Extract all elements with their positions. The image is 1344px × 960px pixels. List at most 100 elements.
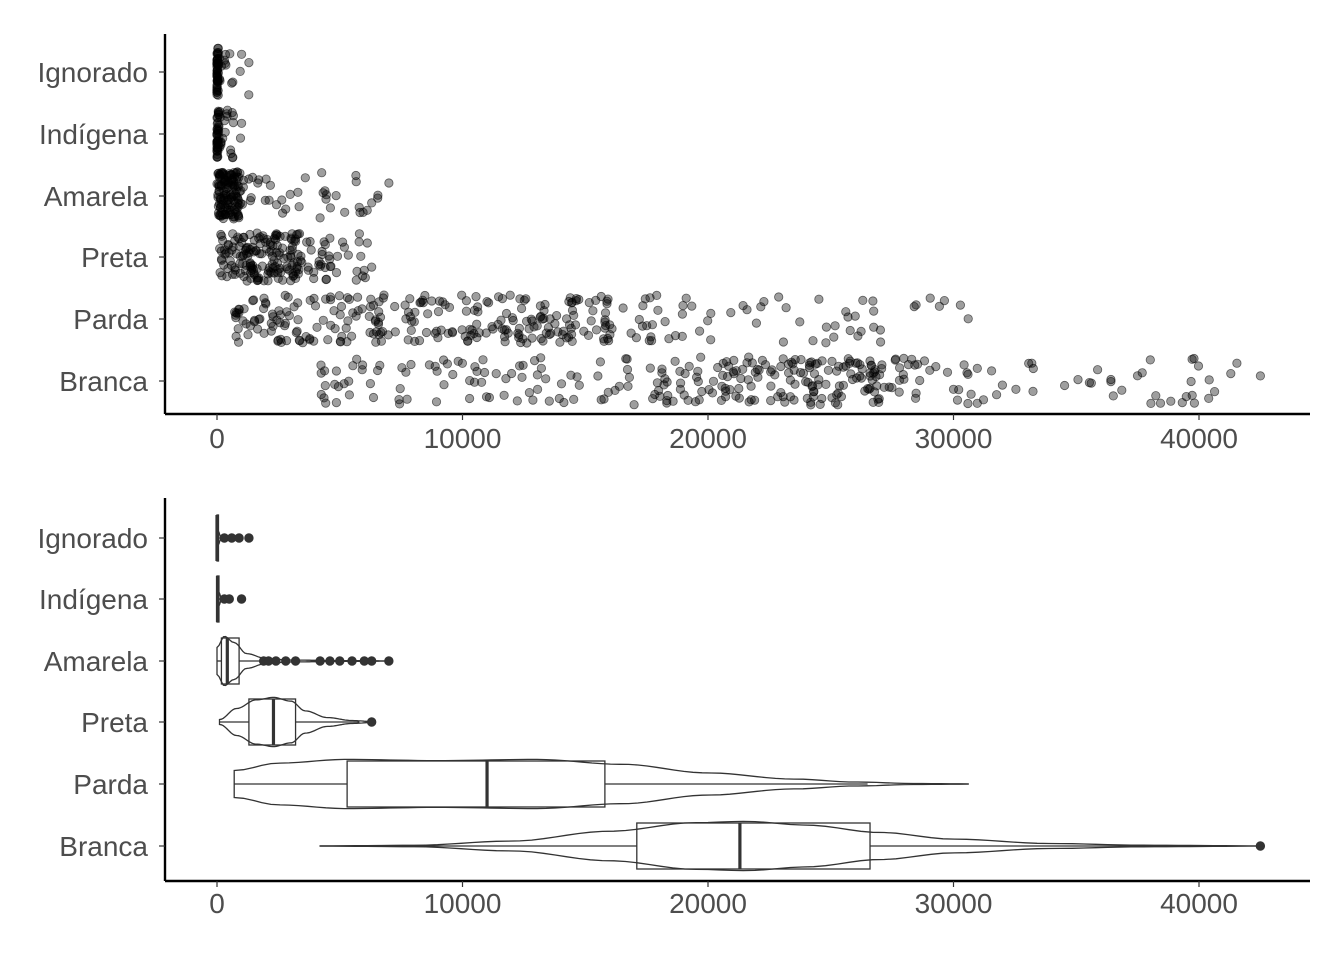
jitter-point-amarela: [265, 180, 275, 190]
jitter-point-amarela: [373, 193, 383, 203]
jitter-point-parda: [414, 335, 425, 346]
jitter-point-parda: [821, 322, 832, 332]
jitter-point-parda: [516, 303, 527, 314]
jitter-point-branca: [655, 391, 665, 401]
jitter-point-branca: [368, 392, 379, 403]
jitter-point-branca: [319, 393, 329, 403]
x-tick-label: 10000: [424, 423, 502, 454]
jitter-point-branca: [754, 365, 764, 375]
jitter-point-parda: [371, 327, 381, 337]
jitter-point-branca: [736, 373, 746, 384]
jitter-point-branca: [432, 366, 442, 376]
jitter-point-preta: [354, 229, 364, 239]
jitter-point-branca: [948, 384, 959, 394]
x-tick-label: 30000: [915, 423, 993, 454]
jitter-point-branca: [1024, 358, 1034, 368]
jitter-point-branca: [891, 354, 901, 364]
jitter-point-parda: [571, 296, 581, 306]
y-tick-label-indígena: Indígena: [39, 584, 148, 615]
jitter-point-parda: [600, 317, 610, 327]
outlier-point-amarela: [366, 656, 377, 666]
jitter-point-parda: [551, 310, 562, 321]
jitter-point-branca: [621, 354, 631, 364]
jitter-point-parda: [909, 301, 919, 312]
jitter-point-parda: [280, 318, 290, 328]
jitter-point-parda: [365, 302, 376, 312]
jitter-point-preta: [293, 249, 303, 259]
outlier-point-preta: [366, 717, 377, 727]
jitter-point-parda: [603, 333, 613, 344]
jitter-point-branca: [1106, 376, 1116, 387]
jitter-point-parda: [390, 327, 400, 337]
x-tick-label: 40000: [1160, 888, 1238, 919]
jitter-point-indígena: [227, 108, 237, 118]
jitter-point-parda: [543, 322, 554, 333]
outlier-point-amarela: [290, 656, 301, 666]
jitter-point-branca: [365, 378, 375, 389]
jitter-point-parda: [420, 290, 430, 301]
jitter-point-branca: [830, 398, 841, 408]
jitter-point-amarela: [362, 205, 372, 215]
jitter-point-branca: [1093, 365, 1103, 375]
jitter-point-branca: [514, 361, 525, 371]
jitter-point-branca: [838, 380, 849, 390]
jitter-point-parda: [243, 330, 253, 340]
jitter-point-amarela: [229, 205, 239, 215]
jitter-point-ignorado: [212, 71, 222, 81]
jitter-point-parda: [626, 328, 636, 338]
jitter-point-branca: [789, 365, 799, 375]
jitter-point-branca: [499, 390, 509, 400]
jitter-point-parda: [274, 306, 284, 316]
jitter-point-parda: [410, 307, 420, 317]
jitter-point-preta: [320, 240, 330, 250]
jitter-point-branca: [894, 375, 905, 385]
jitter-point-branca: [844, 358, 855, 368]
jitter-point-parda: [460, 331, 470, 341]
y-tick-label-amarela: Amarela: [44, 181, 149, 212]
jitter-point-branca: [536, 363, 547, 373]
jitter-point-preta: [332, 251, 343, 261]
jitter-point-branca: [876, 363, 887, 374]
jitter-point-branca: [1108, 391, 1118, 401]
x-tick-label: 30000: [915, 888, 993, 919]
jitter-point-parda: [463, 336, 473, 346]
violin-box-marks: [215, 514, 1266, 872]
jitter-point-branca: [457, 358, 467, 368]
jitter-point-branca: [1204, 393, 1214, 403]
jitter-point-branca: [464, 393, 475, 404]
jitter-point-indígena: [228, 118, 238, 128]
jitter-point-preta: [286, 276, 296, 286]
jitter-point-parda: [291, 327, 301, 338]
jitter-point-parda: [567, 336, 577, 346]
jitter-point-branca: [746, 395, 756, 405]
jitter-point-indígena: [235, 133, 246, 143]
jitter-point-parda: [335, 337, 346, 347]
jitter-point-parda: [600, 308, 611, 318]
jitter-point-ignorado: [244, 57, 254, 68]
jitter-point-parda: [276, 337, 286, 347]
jitter-point-parda: [600, 315, 610, 325]
jitter-point-branca: [729, 355, 739, 365]
jitter-point-parda: [483, 298, 494, 308]
jitter-point-parda: [850, 311, 860, 321]
jitter-point-branca: [823, 365, 834, 375]
jitter-point-parda: [312, 322, 322, 332]
jitter-point-parda: [829, 332, 839, 342]
jitter-point-branca: [776, 361, 786, 372]
jitter-point-parda: [342, 337, 352, 347]
jitter-point-parda: [353, 306, 363, 316]
jitter-point-branca: [680, 368, 690, 379]
jitter-point-branca: [785, 375, 796, 385]
jitter-point-parda: [461, 296, 471, 306]
jitter-point-indígena: [212, 146, 222, 156]
jitter-point-preta: [314, 256, 324, 266]
jitter-point-parda: [272, 315, 282, 325]
jitter-point-preta: [217, 231, 227, 241]
jitter-point-parda: [249, 295, 259, 305]
jitter-point-amarela: [214, 199, 224, 209]
jitter-point-branca: [952, 395, 963, 405]
jitter-point-parda: [500, 337, 510, 347]
jitter-point-branca: [910, 393, 921, 403]
jitter-point-parda: [409, 317, 419, 327]
